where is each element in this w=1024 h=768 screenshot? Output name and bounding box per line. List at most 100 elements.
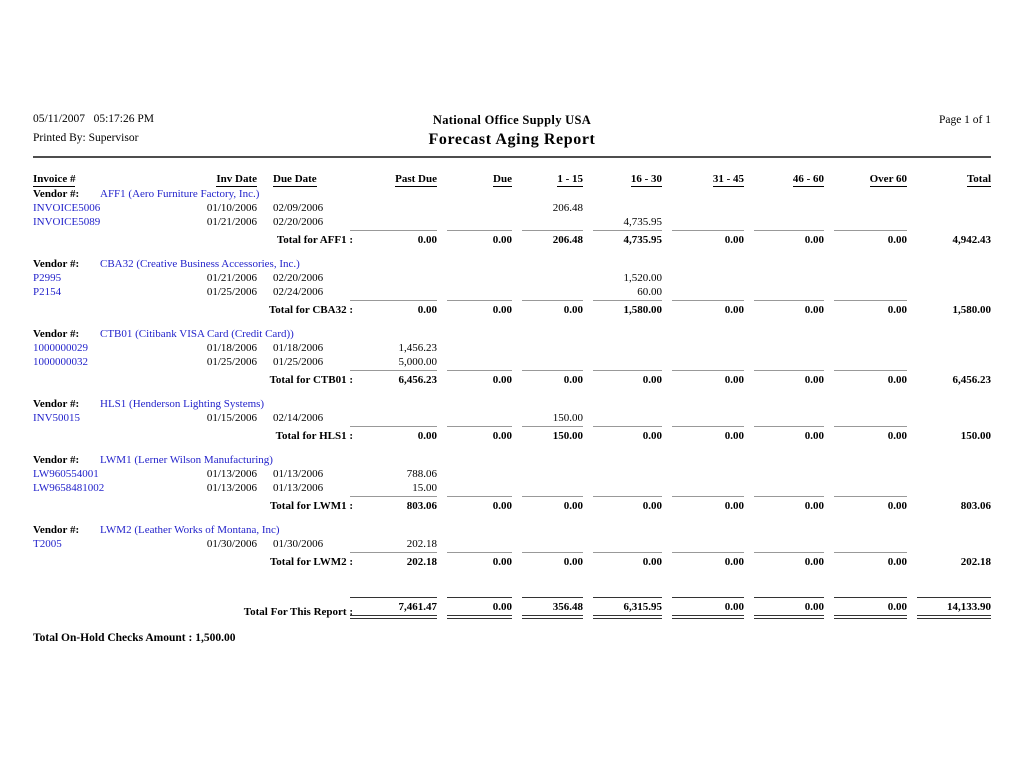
invoice-number: 1000000032 [33,356,88,368]
vendor-row: Vendor #: AFF1 (Aero Furniture Factory, I… [33,186,991,201]
vendor-cell: Vendor #: LWM2 (Leather Works of Montana,… [33,522,991,537]
total-over-60: 0.00 [824,551,907,569]
spacer-cell [33,513,991,522]
total-16-30: 4,735.95 [583,229,662,247]
report-title: Forecast Aging Report [428,131,596,148]
total-value: 0.00 [593,370,662,387]
total-total: 202.18 [907,551,991,569]
report-total-total: 14,133.90 [907,595,991,619]
amount-1-15 [512,215,583,229]
vendor-cell: Vendor #: CBA32 (Creative Business Access… [33,256,991,271]
total-value: 6,456.23 [952,374,992,386]
column-header-over-60: Over 60 [824,167,907,187]
due-date: 01/30/2006 [273,538,324,550]
page-number: Page 1 of 1 [938,114,992,126]
amount-16-30 [583,411,662,425]
vendor-total-row: Total for LWM2 :202.18 0.00 0.00 0.00 0.00 0.… [33,551,991,569]
total-due: 0.00 [437,551,512,569]
print-datetime: 05/11/2007 05:17:26 PM [33,113,154,125]
total-value: 0.00 [447,496,512,513]
report-total-past-due: 7,461.47 [340,595,437,619]
amount-over-60 [824,271,907,285]
total-46-60: 0.00 [744,369,824,387]
total-value: 0.00 [593,496,662,513]
inv-date: 01/25/2006 [206,356,257,368]
amount-1-15 [512,481,583,495]
total-due: 0.00 [437,299,512,317]
vendor-row: Vendor #: LWM1 (Lerner Wilson Manufacturi… [33,452,991,467]
amount-over-60 [824,537,907,551]
due-date: 02/09/2006 [273,202,324,214]
vendor-row: Vendor #: LWM2 (Leather Works of Montana,… [33,522,991,537]
amount-total [907,355,991,369]
vendor-name: LWM2 (Leather Works of Montana, Inc) [100,524,280,536]
amount-46-60 [744,215,824,229]
total-over-60: 0.00 [824,495,907,513]
amount-1-15 [512,355,583,369]
column-header-label: Due Date [273,173,317,187]
total-1-15: 0.00 [512,495,583,513]
vendor-cell: Vendor #: LWM1 (Lerner Wilson Manufacturi… [33,452,991,467]
amount-over-60 [824,411,907,425]
due-date: 02/14/2006 [273,412,324,424]
total-value: 4,942.43 [952,234,992,246]
aging-table: Invoice # Inv Date Due Date Past Due Due 1 - … [33,167,991,619]
invoice-number: P2995 [33,272,62,284]
amount-due [437,481,512,495]
report-header: 05/11/2007 05:17:26 PM Printed By: Super… [33,113,991,149]
amount-31-45 [662,341,744,355]
header-center: National Office Supply USA Forecast Agin… [429,113,596,149]
amount-1-15 [512,271,583,285]
vendor-total-label: Total for LWM2 : [33,551,353,569]
column-header-label: 46 - 60 [792,173,824,187]
amount-16-30 [583,341,662,355]
total-over-60: 0.00 [824,425,907,443]
invoice-row: INV50015 01/15/2006 02/14/2006 150.00 [33,411,991,425]
total-value: 0.00 [593,552,662,569]
vendor-row: Vendor #: CBA32 (Creative Business Access… [33,256,991,271]
vendor-name: CTB01 (Citibank VISA Card (Credit Card)) [100,328,294,340]
vendor-cell: Vendor #: AFF1 (Aero Furniture Factory, I… [33,186,991,201]
report-total-label-text: Total For This Report : [243,606,353,618]
invoice-row: LW960554001 01/13/2006 01/13/2006 788.06 [33,467,991,481]
amount-total [907,215,991,229]
total-value: 0.00 [350,230,437,247]
inv-date: 01/18/2006 [206,342,257,354]
amount-past-due: 1,456.23 [398,342,438,354]
section-spacer [33,513,991,522]
vendor-total-label-text: Total for HLS1 : [275,430,353,442]
amount-31-45 [662,481,744,495]
total-value: 0.00 [754,300,824,317]
total-16-30: 0.00 [583,369,662,387]
printed-by: Printed By: Supervisor [33,132,139,144]
total-31-45: 0.00 [662,369,744,387]
total-value: 202.18 [350,552,437,569]
vendor-row: Vendor #: HLS1 (Henderson Lighting System… [33,396,991,411]
amount-total [907,285,991,299]
column-header-label: Inv Date [216,173,257,187]
total-value: 0.00 [754,426,824,443]
column-header-31-45: 31 - 45 [662,167,744,187]
total-value: 0.00 [522,370,583,387]
report-total-label: Total For This Report : [33,595,353,619]
vendor-number-label: Vendor #: [33,328,80,340]
total-31-45: 0.00 [662,229,744,247]
column-header-label: Over 60 [869,173,907,187]
section-spacer [33,569,991,578]
invoice-row: INVOICE5006 01/10/2006 02/09/2006 206.48 [33,201,991,215]
report-total-over-60: 0.00 [824,595,907,619]
total-value: 803.06 [350,496,437,513]
amount-past-due [340,285,437,299]
total-31-45: 0.00 [662,299,744,317]
company-name: National Office Supply USA [432,113,592,127]
amount-16-30 [583,355,662,369]
total-value: 0.00 [834,370,907,387]
spacer-cell [33,443,991,452]
due-date: 02/24/2006 [273,286,324,298]
total-value: 0.00 [447,370,512,387]
total-1-15: 0.00 [512,299,583,317]
vendor-row: Vendor #: CTB01 (Citibank VISA Card (Cred… [33,326,991,341]
vendor-total-label: Total for LWM1 : [33,495,353,513]
total-value: 0.00 [522,300,583,317]
total-value: 0.00 [672,300,744,317]
